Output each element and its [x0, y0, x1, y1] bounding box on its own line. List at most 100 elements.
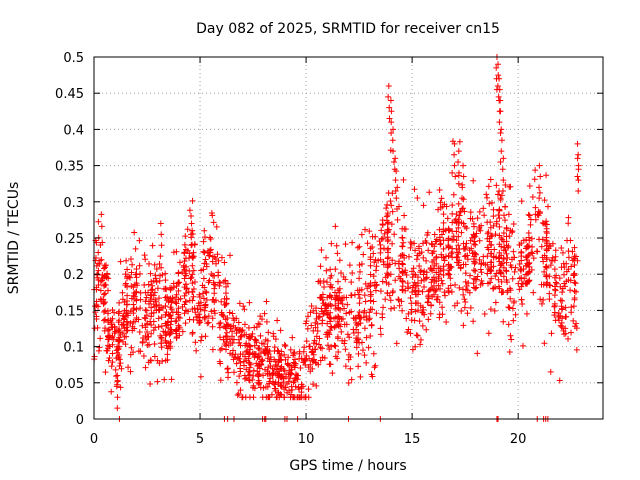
- data-point: [243, 357, 250, 364]
- data-point: [407, 294, 414, 301]
- data-point: [546, 243, 553, 250]
- data-point: [458, 219, 465, 226]
- data-point: [507, 287, 514, 294]
- data-point: [484, 270, 491, 277]
- data-point: [483, 191, 490, 198]
- data-point: [370, 273, 377, 280]
- data-point: [218, 345, 225, 352]
- data-point: [440, 254, 447, 261]
- data-point: [92, 303, 99, 310]
- data-point: [102, 281, 109, 288]
- data-point: [309, 357, 316, 364]
- data-point: [133, 271, 140, 278]
- data-point: [173, 283, 180, 290]
- data-point: [100, 282, 107, 289]
- data-point: [246, 334, 253, 341]
- data-point: [222, 301, 229, 308]
- data-point: [257, 313, 264, 320]
- data-point: [449, 228, 456, 235]
- x-tick-label: 10: [298, 432, 315, 447]
- data-point: [455, 242, 462, 249]
- y-tick-label: 0.45: [55, 87, 84, 102]
- data-point: [527, 221, 534, 228]
- data-point: [117, 360, 124, 367]
- data-point: [551, 274, 558, 281]
- data-point: [464, 310, 471, 317]
- data-point: [399, 243, 406, 250]
- data-point: [350, 315, 357, 322]
- data-point: [251, 324, 258, 331]
- data-point: [287, 394, 294, 401]
- data-point: [459, 184, 466, 191]
- data-point: [286, 387, 293, 394]
- data-point: [367, 306, 374, 313]
- data-point: [220, 278, 227, 285]
- data-point: [493, 220, 500, 227]
- data-point: [394, 216, 401, 223]
- data-point: [441, 201, 448, 208]
- x-tick-label: 0: [90, 432, 98, 447]
- data-point: [308, 349, 315, 356]
- data-point: [441, 257, 448, 264]
- data-point: [245, 324, 252, 331]
- data-point: [361, 307, 368, 314]
- data-point: [496, 86, 503, 93]
- data-point: [98, 223, 105, 230]
- data-point: [537, 296, 544, 303]
- data-point: [182, 263, 189, 270]
- data-point: [487, 267, 494, 273]
- data-point: [151, 289, 158, 296]
- data-point: [155, 295, 162, 302]
- data-point: [505, 211, 512, 218]
- data-point: [104, 287, 111, 294]
- data-point: [349, 239, 356, 246]
- data-point: [167, 295, 174, 302]
- data-point: [189, 329, 196, 336]
- data-point: [419, 288, 426, 295]
- data-point: [262, 383, 269, 390]
- data-point: [541, 268, 548, 275]
- data-point: [446, 265, 453, 272]
- data-point: [384, 201, 391, 208]
- data-point: [416, 318, 423, 325]
- data-point: [140, 353, 147, 360]
- data-point: [109, 307, 116, 314]
- data-point: [356, 308, 363, 315]
- data-point: [232, 351, 239, 358]
- data-point: [385, 254, 392, 261]
- data-point: [390, 126, 397, 133]
- data-point: [571, 253, 578, 260]
- data-point: [213, 260, 220, 267]
- data-point: [158, 323, 165, 330]
- data-point: [119, 289, 126, 296]
- data-point: [455, 158, 462, 165]
- data-point: [331, 324, 338, 331]
- data-point: [416, 263, 423, 270]
- data-point: [389, 190, 396, 197]
- data-point: [202, 256, 209, 263]
- data-point: [133, 297, 140, 304]
- data-point: [440, 219, 447, 226]
- data-point: [186, 316, 193, 323]
- data-point: [311, 337, 318, 344]
- data-point: [108, 321, 115, 328]
- data-point: [451, 162, 458, 169]
- data-point: [500, 288, 507, 295]
- data-point: [278, 348, 285, 355]
- data-point: [344, 301, 351, 308]
- data-point: [399, 277, 406, 284]
- data-point: [348, 376, 355, 383]
- data-point: [420, 271, 427, 278]
- data-points: [91, 54, 582, 422]
- data-point: [241, 362, 248, 369]
- data-point: [412, 343, 419, 350]
- data-point: [95, 267, 102, 274]
- data-point: [114, 405, 121, 412]
- data-point: [470, 284, 477, 291]
- data-point: [455, 216, 462, 223]
- data-point: [462, 278, 469, 285]
- data-point: [385, 82, 392, 89]
- data-point: [523, 271, 530, 278]
- data-point: [510, 317, 517, 324]
- data-point: [319, 291, 326, 298]
